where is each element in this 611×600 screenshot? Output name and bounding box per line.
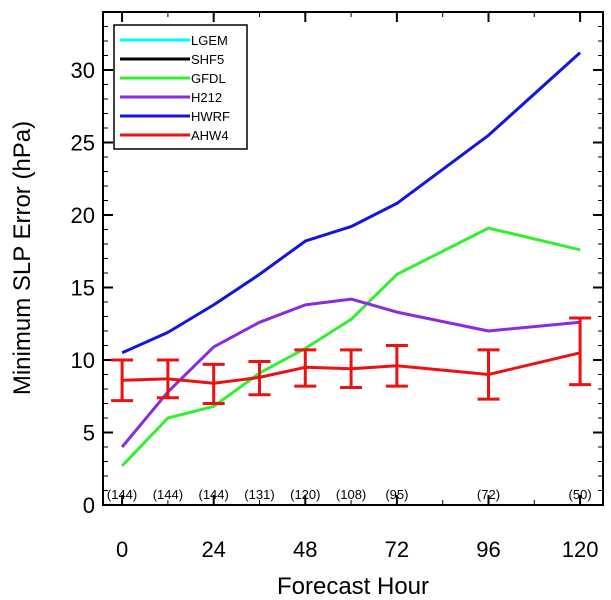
legend-box [113, 24, 248, 150]
legend-label-ahw4: AHW4 [191, 128, 229, 143]
legend-label-hwrf: HWRF [191, 109, 230, 124]
legend-label-gfdl: GFDL [191, 71, 226, 86]
sample-count-label: (144) [153, 487, 183, 502]
y-tick-label: 30 [71, 58, 95, 83]
sample-count-label: (72) [477, 487, 500, 502]
legend: LGEM SHF5 GFDL H212 HWRF AHW4 [113, 24, 248, 150]
x-tick-label: 0 [116, 537, 128, 562]
series-line-gfdl [121, 226, 581, 467]
y-tick-label: 15 [71, 276, 95, 301]
y-tick-label: 10 [71, 348, 95, 373]
legend-label-shf5: SHF5 [191, 52, 224, 67]
x-tick-label: 96 [476, 537, 500, 562]
x-tick-label: 24 [201, 537, 225, 562]
sample-count-label: (120) [290, 487, 320, 502]
error-bars [111, 316, 592, 405]
y-tick-label: 20 [71, 203, 95, 228]
x-tick-label: 48 [293, 537, 317, 562]
legend-label-lgem: LGEM [191, 33, 228, 48]
sample-count-label: (131) [244, 487, 274, 502]
sample-counts: (144) (144) (144) (131) (120) (108) (95) (72) (5… [107, 487, 592, 502]
sample-count-label: (144) [107, 487, 137, 502]
y-axis: 0 5 10 15 20 25 30 [71, 26, 603, 518]
x-axis: 0 24 48 72 96 120 [116, 12, 598, 562]
y-tick-label: 0 [83, 493, 95, 518]
sample-count-label: (144) [199, 487, 229, 502]
x-axis-title: Forecast Hour [277, 573, 429, 600]
legend-label-h212: H212 [191, 90, 222, 105]
x-tick-label: 120 [562, 537, 599, 562]
y-tick-label: 5 [83, 421, 95, 446]
sample-count-label: (95) [385, 487, 408, 502]
y-tick-label: 25 [71, 131, 95, 156]
x-tick-label: 72 [385, 537, 409, 562]
sample-count-label: (50) [569, 487, 592, 502]
y-axis-title: Minimum SLP Error (hPa) [9, 121, 36, 395]
sample-count-label: (108) [336, 487, 366, 502]
